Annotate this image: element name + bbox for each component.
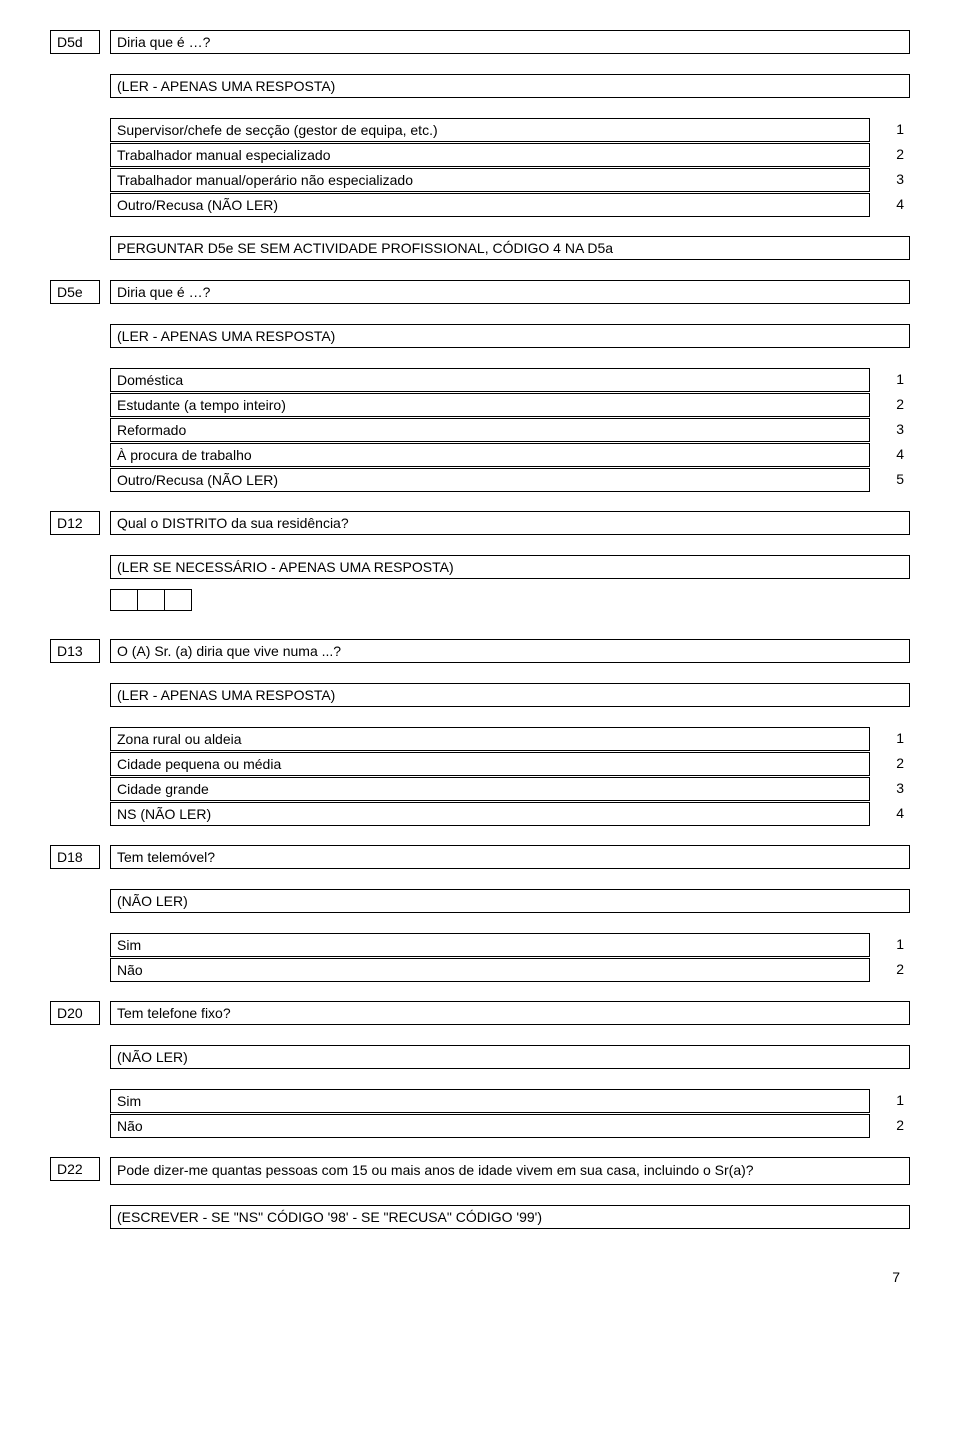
option-label: À procura de trabalho [110, 443, 870, 467]
question-d12-header: D12 Qual o DISTRITO da sua residência? [50, 511, 910, 535]
option-label: Cidade pequena ou média [110, 752, 870, 776]
page-number: 7 [50, 1269, 910, 1285]
option-label: Não [110, 1114, 870, 1138]
option-code: 1 [870, 933, 910, 957]
option-row: Doméstica 1 [110, 368, 910, 392]
instr-d20: (NÃO LER) [110, 1045, 910, 1069]
option-code: 3 [870, 168, 910, 192]
qcode-d12: D12 [50, 511, 100, 535]
option-row: Estudante (a tempo inteiro) 2 [110, 393, 910, 417]
option-label: Outro/Recusa (NÃO LER) [110, 468, 870, 492]
question-d18-header: D18 Tem telemóvel? [50, 845, 910, 869]
option-code: 5 [870, 468, 910, 492]
instr-d18: (NÃO LER) [110, 889, 910, 913]
qtext-d12: Qual o DISTRITO da sua residência? [110, 511, 910, 535]
question-d13-header: D13 O (A) Sr. (a) diria que vive numa ..… [50, 639, 910, 663]
option-row: Trabalhador manual especializado 2 [110, 143, 910, 167]
qtext-d22: Pode dizer-me quantas pessoas com 15 ou … [110, 1157, 910, 1185]
qcode-d13: D13 [50, 639, 100, 663]
option-row: Zona rural ou aldeia 1 [110, 727, 910, 751]
code-box[interactable] [137, 589, 165, 611]
option-row: Outro/Recusa (NÃO LER) 4 [110, 193, 910, 217]
option-code: 1 [870, 118, 910, 142]
option-row: Não 2 [110, 1114, 910, 1138]
qtext-d5d: Diria que é …? [110, 30, 910, 54]
postinstr-d5d: PERGUNTAR D5e SE SEM ACTIVIDADE PROFISSI… [110, 236, 910, 260]
option-code: 3 [870, 418, 910, 442]
option-code: 1 [870, 368, 910, 392]
instr-d5d: (LER - APENAS UMA RESPOSTA) [110, 74, 910, 98]
option-row: À procura de trabalho 4 [110, 443, 910, 467]
option-row: Trabalhador manual/operário não especial… [110, 168, 910, 192]
qtext-d20: Tem telefone fixo? [110, 1001, 910, 1025]
option-code: 2 [870, 393, 910, 417]
code-box[interactable] [164, 589, 192, 611]
option-label: Reformado [110, 418, 870, 442]
instr-d13: (LER - APENAS UMA RESPOSTA) [110, 683, 910, 707]
option-code: 1 [870, 1089, 910, 1113]
option-label: Cidade grande [110, 777, 870, 801]
option-label: NS (NÃO LER) [110, 802, 870, 826]
option-row: Cidade grande 3 [110, 777, 910, 801]
question-d22-header: D22 Pode dizer-me quantas pessoas com 15… [50, 1157, 910, 1185]
option-row: Sim 1 [110, 933, 910, 957]
qtext-d18: Tem telemóvel? [110, 845, 910, 869]
option-code: 4 [870, 443, 910, 467]
option-row: Reformado 3 [110, 418, 910, 442]
option-label: Doméstica [110, 368, 870, 392]
option-label: Zona rural ou aldeia [110, 727, 870, 751]
qcode-d22: D22 [50, 1157, 100, 1181]
instr-d22: (ESCREVER - SE "NS" CÓDIGO '98' - SE "RE… [110, 1205, 910, 1229]
option-row: Supervisor/chefe de secção (gestor de eq… [110, 118, 910, 142]
qtext-d13: O (A) Sr. (a) diria que vive numa ...? [110, 639, 910, 663]
question-d5e-header: D5e Diria que é …? [50, 280, 910, 304]
qcode-d5e: D5e [50, 280, 100, 304]
option-code: 3 [870, 777, 910, 801]
option-row: Sim 1 [110, 1089, 910, 1113]
question-d20-header: D20 Tem telefone fixo? [50, 1001, 910, 1025]
option-code: 2 [870, 1114, 910, 1138]
option-label: Supervisor/chefe de secção (gestor de eq… [110, 118, 870, 142]
option-row: NS (NÃO LER) 4 [110, 802, 910, 826]
option-code: 4 [870, 193, 910, 217]
option-label: Trabalhador manual especializado [110, 143, 870, 167]
option-code: 1 [870, 727, 910, 751]
option-label: Estudante (a tempo inteiro) [110, 393, 870, 417]
option-label: Sim [110, 933, 870, 957]
option-row: Outro/Recusa (NÃO LER) 5 [110, 468, 910, 492]
option-label: Outro/Recusa (NÃO LER) [110, 193, 870, 217]
option-code: 4 [870, 802, 910, 826]
option-code: 2 [870, 143, 910, 167]
option-code: 2 [870, 958, 910, 982]
option-label: Não [110, 958, 870, 982]
option-label: Sim [110, 1089, 870, 1113]
option-code: 2 [870, 752, 910, 776]
qcode-d18: D18 [50, 845, 100, 869]
qcode-d20: D20 [50, 1001, 100, 1025]
instr-d5e: (LER - APENAS UMA RESPOSTA) [110, 324, 910, 348]
option-label: Trabalhador manual/operário não especial… [110, 168, 870, 192]
code-box[interactable] [110, 589, 138, 611]
instr-d12: (LER SE NECESSÁRIO - APENAS UMA RESPOSTA… [110, 555, 910, 579]
option-row: Não 2 [110, 958, 910, 982]
code-entry-boxes[interactable] [110, 589, 910, 611]
qcode-d5d: D5d [50, 30, 100, 54]
qtext-d5e: Diria que é …? [110, 280, 910, 304]
option-row: Cidade pequena ou média 2 [110, 752, 910, 776]
question-d5d-header: D5d Diria que é …? [50, 30, 910, 54]
